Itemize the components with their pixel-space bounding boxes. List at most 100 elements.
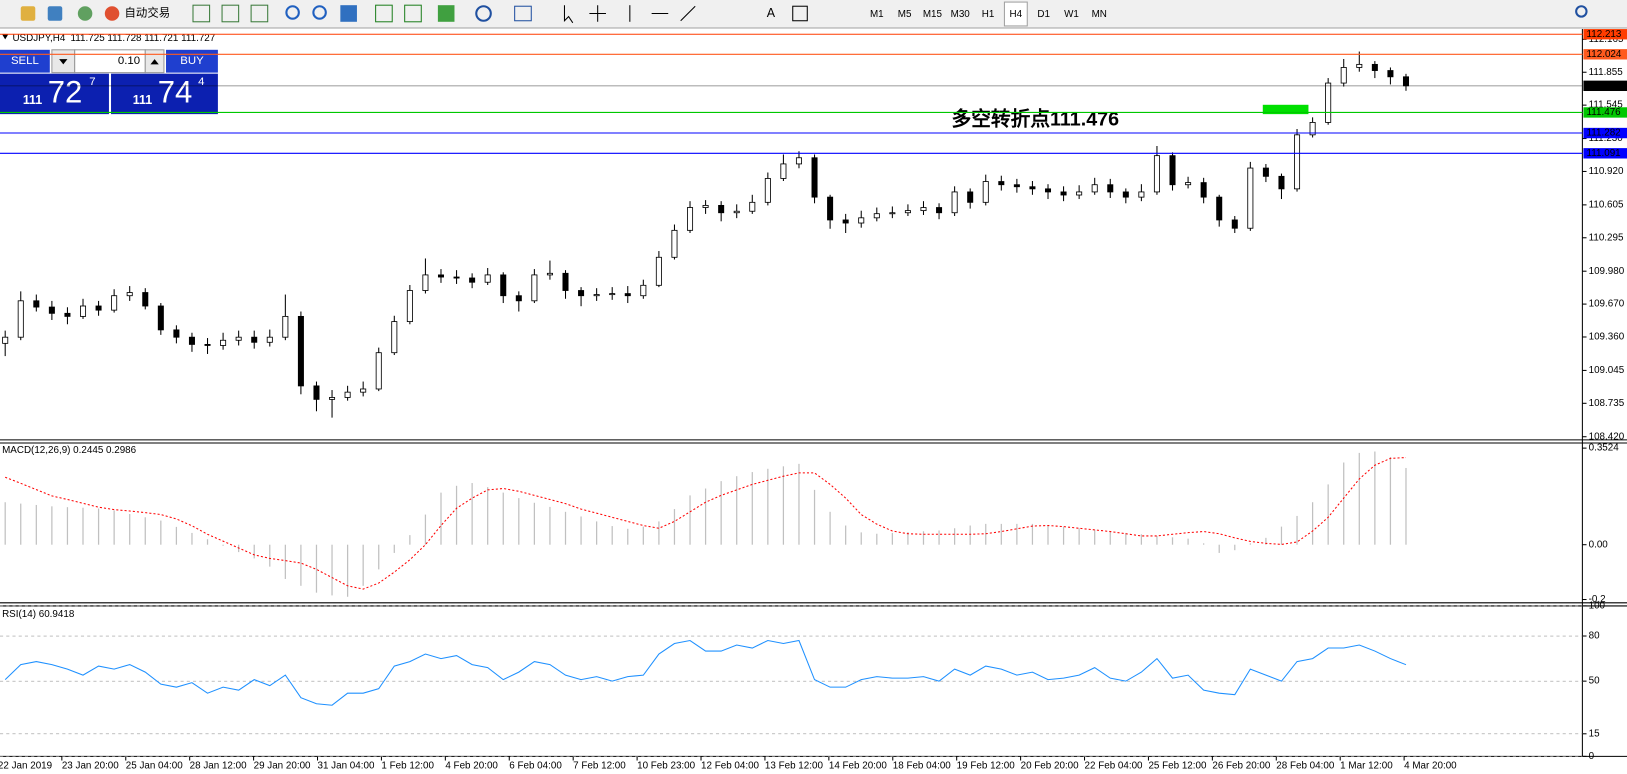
indicators-button[interactable]	[437, 5, 455, 22]
x-tick-label: 25 Feb 12:00	[1148, 760, 1207, 771]
x-tick-label: 25 Jan 04:00	[126, 760, 183, 771]
candle-body	[515, 295, 522, 302]
candle-body	[1169, 155, 1176, 186]
candle-body	[1013, 184, 1020, 188]
candle-body	[80, 305, 87, 317]
zoom-in[interactable]	[285, 5, 300, 20]
toolbar-icon[interactable]	[47, 6, 63, 21]
period-button[interactable]: M1	[870, 9, 884, 20]
text-tool[interactable]: A	[767, 6, 776, 20]
candle-body	[1262, 167, 1269, 177]
templates-button[interactable]	[514, 5, 532, 22]
y-tick-label: 50	[1589, 676, 1600, 687]
ask-box[interactable]	[111, 73, 218, 115]
x-tick-label: 4 Feb 20:00	[445, 760, 498, 771]
x-tick-label: 26 Feb 20:00	[1212, 760, 1271, 771]
candle-body	[936, 207, 943, 214]
candle-body	[718, 204, 725, 214]
buy-button[interactable]	[166, 49, 218, 73]
candle-body	[33, 300, 40, 308]
period-button[interactable]: M5	[898, 9, 912, 20]
y-tick-label: 108.420	[1589, 431, 1625, 442]
y-tick-label: 0.3524	[1589, 443, 1620, 454]
auto-trade-icon[interactable]	[104, 6, 120, 21]
zoom-out[interactable]	[312, 5, 327, 20]
period-button[interactable]: D1	[1037, 9, 1050, 20]
candle-body	[1076, 191, 1083, 196]
cursor-tool[interactable]	[563, 5, 574, 24]
x-tick-label: 10 Feb 23:00	[637, 760, 696, 771]
y-tick-label: 109.045	[1589, 365, 1625, 376]
y-tick-label: 108.735	[1589, 398, 1625, 409]
toolbar-icon[interactable]	[375, 4, 393, 23]
candle-body	[469, 277, 476, 283]
period-button[interactable]: H1	[982, 9, 995, 20]
candle-body	[391, 321, 398, 354]
period-button[interactable]: H4	[1010, 9, 1023, 20]
x-tick-label: 1 Feb 12:00	[381, 760, 434, 771]
candle-body	[220, 339, 227, 346]
bid-box[interactable]	[0, 73, 109, 115]
candle-body	[111, 295, 118, 311]
candle-body	[951, 191, 958, 214]
candle-body	[1216, 196, 1223, 221]
y-tick-label: 111.230	[1589, 133, 1624, 144]
x-tick-label: 7 Feb 12:00	[573, 760, 626, 771]
y-tick-label: 109.360	[1589, 332, 1625, 343]
candle-body	[1231, 219, 1238, 229]
x-tick-label: 14 Feb 20:00	[829, 760, 888, 771]
candle-body	[1091, 184, 1098, 193]
candle-body	[126, 292, 133, 297]
y-tick-label: 15	[1589, 728, 1600, 739]
y-tick-label: 110.605	[1589, 199, 1624, 210]
period-button[interactable]: W1	[1064, 9, 1079, 20]
candle-body	[687, 207, 694, 231]
candle-body	[671, 229, 678, 258]
candle-body	[48, 306, 55, 314]
toolbar-icon[interactable]	[340, 5, 357, 22]
candle-body	[297, 315, 304, 387]
annotation: 多空转折点111.476	[952, 108, 1120, 131]
sell-button[interactable]	[0, 49, 50, 73]
toolbar-icon[interactable]	[404, 4, 422, 23]
candle-body	[1402, 76, 1409, 87]
candle-body	[2, 336, 9, 344]
ask-big: 111	[133, 93, 152, 107]
ask-fraction: 4	[198, 76, 205, 88]
candle-body	[1340, 67, 1347, 84]
candle-body	[1153, 155, 1160, 193]
sell-label: SELL	[11, 55, 39, 67]
bid-fraction: 7	[89, 76, 95, 88]
toolbar-icon[interactable]	[77, 6, 93, 21]
x-tick-label: 22 Jan 2019	[0, 760, 53, 771]
ask-pips: 74	[158, 75, 193, 110]
buy-label: BUY	[180, 55, 204, 67]
toolbar-icon[interactable]	[221, 4, 240, 23]
x-tick-label: 20 Feb 20:00	[1021, 760, 1080, 771]
toolbar-icon[interactable]	[192, 4, 211, 23]
period-button[interactable]: MN	[1092, 9, 1107, 20]
candle-body	[375, 352, 382, 390]
toolbar-icon[interactable]	[20, 6, 36, 21]
x-tick-label: 23 Jan 20:00	[62, 760, 119, 771]
y-tick-label: 112.165	[1589, 34, 1624, 45]
level-label-box	[1583, 107, 1627, 118]
level-label-box	[1583, 148, 1627, 159]
candle-body	[562, 272, 569, 291]
x-tick-label: 22 Feb 04:00	[1085, 760, 1144, 771]
candle-body	[313, 385, 320, 400]
y-tick-label: 110.920	[1589, 166, 1624, 177]
candle-body	[1107, 184, 1114, 193]
candle-body	[173, 329, 180, 338]
candle-body	[64, 312, 71, 317]
label-tool[interactable]	[792, 5, 808, 22]
auto-trade-button[interactable]: 自动交易	[125, 6, 171, 20]
trendline-tool[interactable]	[680, 5, 696, 22]
y-tick-label: 111.545	[1589, 100, 1624, 111]
search-button[interactable]	[1575, 5, 1588, 18]
period-button[interactable]: M15	[923, 9, 943, 20]
periods-button[interactable]	[475, 5, 492, 22]
period-button[interactable]: M30	[951, 9, 971, 20]
toolbar-icon[interactable]	[250, 4, 269, 23]
crosshair-tool[interactable]	[589, 5, 606, 22]
